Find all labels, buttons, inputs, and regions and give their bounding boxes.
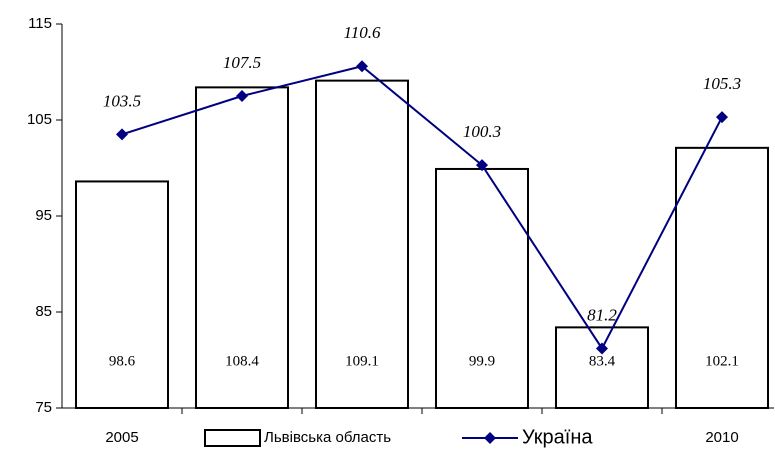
marker bbox=[716, 111, 728, 124]
marker bbox=[116, 128, 128, 141]
legend-swatch bbox=[204, 429, 261, 447]
bar bbox=[675, 146, 769, 409]
x-tick-label: 2010 bbox=[705, 429, 738, 446]
y-tick-label: 75 bbox=[35, 399, 52, 416]
marker bbox=[236, 90, 248, 102]
bar-label: 108.4 bbox=[225, 353, 259, 369]
x-tick-label: 2005 bbox=[105, 429, 138, 446]
point-label: 103.5 bbox=[103, 91, 141, 110]
point-label: 100.3 bbox=[463, 122, 501, 141]
line bbox=[121, 65, 723, 351]
bar-label: 99.9 bbox=[469, 353, 495, 369]
y-tick-label: 85 bbox=[35, 303, 52, 320]
bar bbox=[555, 326, 649, 409]
bar-label: 83.4 bbox=[589, 353, 616, 369]
legend-marker bbox=[484, 432, 496, 444]
bar bbox=[315, 79, 409, 409]
legend-label: Україна bbox=[522, 426, 593, 448]
point-label: 110.6 bbox=[344, 23, 381, 42]
bar bbox=[75, 180, 169, 409]
bar bbox=[435, 167, 529, 409]
point-label: 107.5 bbox=[223, 53, 261, 72]
marker bbox=[596, 342, 608, 355]
legend-label: Львівська область bbox=[264, 429, 391, 446]
point-label: 81.2 bbox=[587, 305, 617, 324]
y-tick-label: 105 bbox=[27, 111, 52, 128]
marker bbox=[356, 60, 368, 73]
y-tick-label: 95 bbox=[35, 207, 52, 224]
bar-label: 102.1 bbox=[705, 353, 739, 369]
point-label: 105.3 bbox=[703, 74, 741, 93]
marker bbox=[476, 159, 488, 172]
bar bbox=[195, 86, 289, 410]
bar-label: 98.6 bbox=[109, 353, 136, 369]
bar-label: 109.1 bbox=[345, 353, 379, 369]
y-tick-label: 115 bbox=[28, 15, 52, 32]
